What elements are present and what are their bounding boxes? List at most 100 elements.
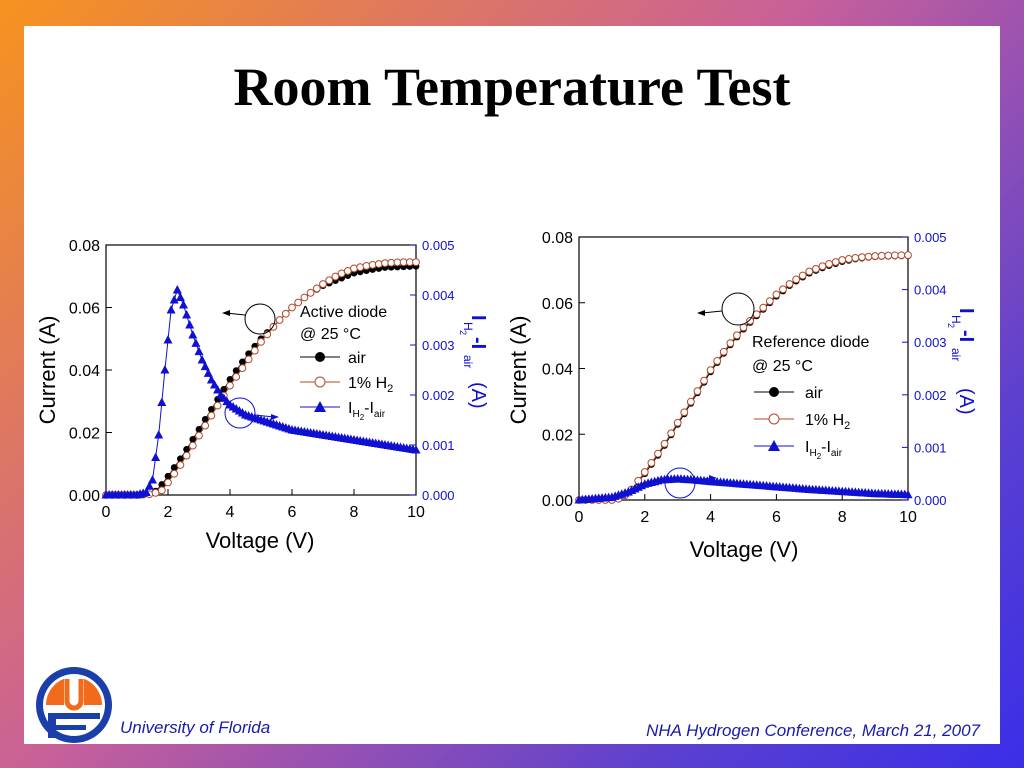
data-point xyxy=(903,489,913,499)
y2-tick-label: 0.000 xyxy=(422,488,455,503)
x-tick-label: 0 xyxy=(575,509,584,526)
y-tick-label: 0.06 xyxy=(542,296,573,313)
data-point xyxy=(179,300,188,309)
series-line xyxy=(579,254,909,501)
data-point xyxy=(746,316,754,325)
arrow-right-head xyxy=(709,475,717,481)
data-point xyxy=(890,251,899,260)
series-line xyxy=(579,255,909,501)
data-point xyxy=(158,481,166,488)
data-point xyxy=(719,347,728,356)
data-point xyxy=(195,425,203,433)
data-point xyxy=(312,284,321,293)
data-point xyxy=(647,458,656,467)
annotation-circle-diff xyxy=(664,467,696,499)
data-point xyxy=(844,255,853,263)
legend-diff-marker xyxy=(314,401,326,412)
y-tick-label: 0.08 xyxy=(69,238,100,255)
x-tick-label: 0 xyxy=(102,504,111,521)
data-point xyxy=(858,253,866,262)
data-point xyxy=(208,405,215,413)
legend-h2-label: 1% H2 xyxy=(348,375,393,395)
annotation-circle-diff xyxy=(224,397,256,429)
y2-tick-label: 0.005 xyxy=(422,238,455,253)
data-point xyxy=(206,375,216,384)
legend-title-2: @ 25 °C xyxy=(300,326,361,343)
data-point xyxy=(163,335,173,344)
legend-title-1: Active diode xyxy=(300,304,387,321)
data-point xyxy=(851,254,860,262)
x-tick-label: 6 xyxy=(288,504,297,521)
data-point xyxy=(213,401,222,410)
data-point xyxy=(374,260,383,268)
y-tick-label: 0.00 xyxy=(542,493,573,510)
data-point xyxy=(640,468,649,476)
data-point xyxy=(245,350,253,358)
y2-tick-label: 0.003 xyxy=(422,338,455,353)
legend-air-marker xyxy=(315,352,325,362)
data-point xyxy=(191,338,201,347)
data-point xyxy=(195,431,203,440)
y2-tick-label: 0.004 xyxy=(914,283,947,298)
data-point xyxy=(200,361,210,371)
data-point xyxy=(306,288,315,297)
legend: Active diode @ 25 °C air 1% H2 IH2-Iair xyxy=(300,304,393,422)
data-point xyxy=(275,316,284,324)
y-tick-label: 0.02 xyxy=(542,427,573,444)
annotation-circle-current xyxy=(244,303,276,335)
data-point xyxy=(686,397,695,406)
data-point xyxy=(412,258,420,267)
data-point xyxy=(238,364,247,373)
y-tick-label: 0.00 xyxy=(69,488,100,505)
data-point xyxy=(713,357,722,365)
y2-label-air: air xyxy=(461,355,475,368)
data-point xyxy=(368,260,377,269)
y2-tick-label: 0.001 xyxy=(914,440,947,455)
x-tick-label: 2 xyxy=(640,509,649,526)
plot-frame xyxy=(105,244,417,496)
y-axis-label: Current (A) xyxy=(35,316,60,425)
data-point xyxy=(154,430,164,439)
data-point xyxy=(144,481,154,490)
data-point xyxy=(693,387,702,396)
data-point xyxy=(176,461,185,469)
logo-f xyxy=(48,713,100,738)
legend-title-2: @ 25 °C xyxy=(752,358,813,375)
data-point xyxy=(673,418,682,427)
data-point xyxy=(831,258,840,266)
data-point xyxy=(164,472,172,480)
data-point xyxy=(680,408,689,417)
y2-label-i: I xyxy=(955,308,977,314)
data-point xyxy=(220,385,228,393)
x-tick-label: 6 xyxy=(772,509,781,526)
y-tick-label: 0.08 xyxy=(542,230,573,247)
data-point xyxy=(706,366,715,375)
arrow-right-head xyxy=(271,414,279,420)
data-point xyxy=(188,330,198,339)
data-point xyxy=(897,251,906,260)
footer-university: University of Florida xyxy=(120,718,271,737)
data-point xyxy=(818,262,827,271)
data-point xyxy=(164,478,172,487)
data-point xyxy=(201,421,210,430)
data-point xyxy=(811,264,820,273)
x-axis-label: Voltage (V) xyxy=(206,528,315,553)
y2-label-i: I xyxy=(467,315,489,321)
data-point xyxy=(726,339,735,348)
x-tick-label: 8 xyxy=(350,504,359,521)
data-point xyxy=(838,256,847,264)
x-tick-label: 10 xyxy=(899,509,917,526)
y-tick-label: 0.04 xyxy=(542,362,573,379)
data-point xyxy=(752,310,761,319)
y2-label-2: 2 xyxy=(458,330,468,335)
y2-label-minus-i: -I xyxy=(467,337,489,349)
y-tick-label: 0.04 xyxy=(69,363,100,380)
legend-h2-label: 1% H2 xyxy=(805,412,850,432)
legend-h2-marker xyxy=(768,413,780,425)
y2-label-h: H xyxy=(461,322,475,331)
university-logo xyxy=(36,667,112,743)
data-point xyxy=(759,303,768,312)
data-point xyxy=(177,455,184,463)
chart-active-diode: 0.00 0.02 0.04 0.06 0.08 0.000 0.001 0.002 0.00… xyxy=(35,238,489,553)
data-point xyxy=(411,445,421,454)
